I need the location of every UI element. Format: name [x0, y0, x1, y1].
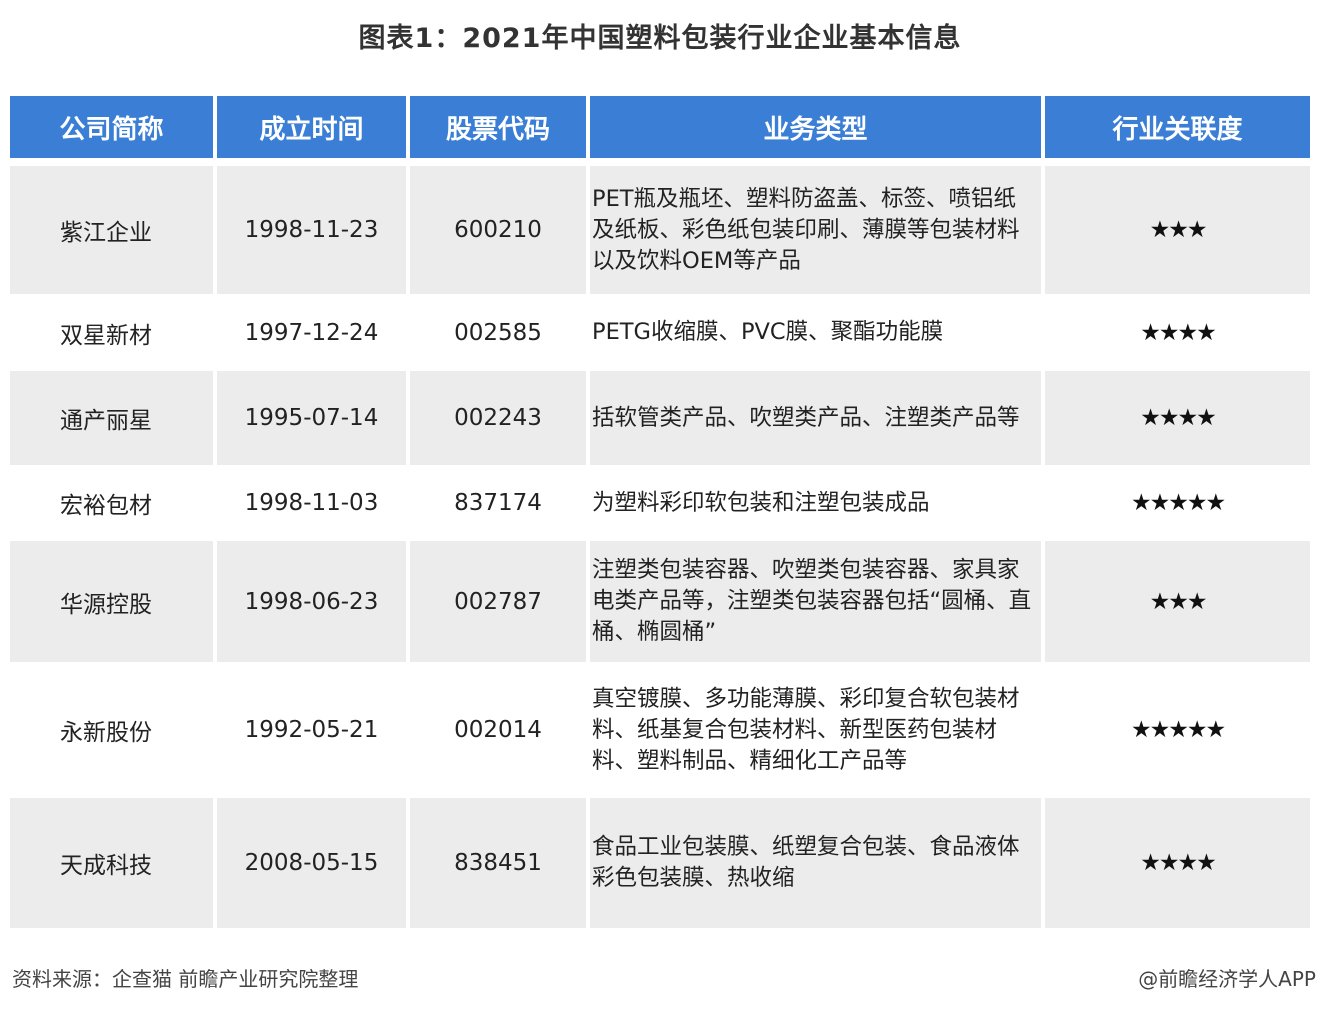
business-type-cell: 食品工业包装膜、纸塑复合包装、食品液体彩色包装膜、热收缩 — [590, 798, 1041, 928]
star-icon: ★ — [1140, 850, 1161, 876]
star-icon: ★ — [1168, 717, 1189, 743]
relevance-rating: ★ ★ ★ ★ — [1045, 371, 1310, 465]
column-header-stock-code: 股票代码 — [410, 96, 586, 158]
star-icon: ★ — [1205, 490, 1226, 516]
star-icon: ★ — [1168, 588, 1189, 615]
star-icon: ★ — [1196, 405, 1217, 431]
relevance-rating: ★ ★ ★ ★ ★ — [1045, 665, 1310, 795]
relevance-rating: ★ ★ ★ ★ — [1045, 297, 1310, 368]
star-icon: ★ — [1186, 588, 1208, 615]
column-header-business: 业务类型 — [590, 96, 1041, 158]
star-icon: ★ — [1149, 490, 1171, 516]
star-icon: ★ — [1186, 717, 1208, 743]
source-note: 资料来源：企查猫 前瞻产业研究院整理 — [12, 967, 359, 991]
relevance-rating: ★ ★ ★ ★ — [1045, 798, 1310, 928]
founded-date-cell: 1995-07-14 — [217, 371, 406, 465]
business-type-cell: 为塑料彩印软包装和注塑包装成品 — [592, 489, 930, 516]
table-row: 宏裕包材 1998-11-03 837174 为塑料彩印软包装和注塑包装成品 ★ ★ ★ ★ ★ — [10, 468, 1310, 538]
table-header-row: 公司简称 成立时间 股票代码 业务类型 行业关联度 — [10, 96, 1310, 158]
stock-code-cell: 600210 — [410, 166, 586, 294]
star-icon: ★ — [1140, 405, 1161, 431]
business-type-cell: 真空镀膜、多功能薄膜、彩印复合软包装材料、纸基复合包装材料、新型医药包装材料、塑… — [592, 685, 1020, 774]
table-row: 双星新材 1997-12-24 002585 PETG收缩膜、PVC膜、聚酯功能膜 ★ ★… — [10, 297, 1310, 368]
star-icon: ★ — [1196, 319, 1217, 346]
star-icon: ★ — [1149, 217, 1171, 243]
stock-code-cell: 002787 — [410, 541, 586, 662]
table-row: 天成科技 2008-05-15 838451 食品工业包装膜、纸塑复合包装、食品液体彩… — [10, 798, 1310, 928]
star-icon: ★ — [1158, 850, 1180, 876]
stock-code-cell: 837174 — [454, 490, 542, 516]
table-row: 永新股份 1992-05-21 002014 真空镀膜、多功能薄膜、彩印复合软包装材料… — [10, 665, 1310, 795]
star-icon: ★ — [1186, 490, 1208, 516]
business-type-cell: 括软管类产品、吹塑类产品、注塑类产品等 — [590, 371, 1041, 465]
table-row: 通产丽星 1995-07-14 002243 括软管类产品、吹塑类产品、注塑类产品等 ★… — [10, 371, 1310, 465]
founded-date-cell: 1997-12-24 — [244, 319, 379, 346]
table-body: 紫江企业 1998-11-23 600210 PET瓶及瓶坯、塑料防盗盖、标签、喷铝纸… — [10, 166, 1310, 928]
company-name-cell: 紫江企业 — [10, 166, 213, 294]
company-name-cell: 天成科技 — [10, 798, 213, 928]
stock-code-cell: 002585 — [454, 319, 542, 346]
business-type-cell: PETG收缩膜、PVC膜、聚酯功能膜 — [592, 319, 944, 345]
stock-code-cell: 002243 — [410, 371, 586, 465]
relevance-rating: ★ ★ ★ — [1045, 166, 1310, 294]
table-row: 华源控股 1998-06-23 002787 注塑类包装容器、吹塑类包装容器、家具家电… — [10, 541, 1310, 662]
founded-date-cell: 1998-11-23 — [217, 166, 406, 294]
relevance-rating: ★ ★ ★ ★ ★ — [1045, 468, 1310, 538]
company-name-cell: 宏裕包材 — [60, 493, 152, 519]
column-header-founded: 成立时间 — [217, 96, 406, 158]
star-icon: ★ — [1130, 490, 1152, 516]
stock-code-cell: 002014 — [454, 717, 542, 743]
business-type-cell: 注塑类包装容器、吹塑类包装容器、家具家电类产品等，注塑类包装容器包括“圆桶、直桶… — [590, 541, 1041, 662]
star-icon: ★ — [1140, 319, 1161, 346]
table-row: 紫江企业 1998-11-23 600210 PET瓶及瓶坯、塑料防盗盖、标签、喷铝纸… — [10, 166, 1310, 294]
stock-code-cell: 838451 — [410, 798, 586, 928]
company-name-cell: 双星新材 — [60, 322, 152, 349]
star-icon: ★ — [1186, 217, 1208, 243]
star-icon: ★ — [1149, 588, 1171, 615]
founded-date-cell: 1992-05-21 — [244, 717, 379, 743]
company-name-cell: 永新股份 — [60, 720, 152, 746]
star-icon: ★ — [1130, 717, 1152, 743]
credit-note: @前瞻经济学人APP — [1138, 967, 1316, 991]
star-icon: ★ — [1177, 405, 1199, 431]
star-icon: ★ — [1196, 850, 1217, 876]
star-icon: ★ — [1205, 717, 1226, 743]
company-name-cell: 华源控股 — [10, 541, 213, 662]
star-icon: ★ — [1149, 717, 1171, 743]
founded-date-cell: 1998-06-23 — [217, 541, 406, 662]
column-header-relevance: 行业关联度 — [1045, 96, 1310, 158]
business-type-cell: PET瓶及瓶坯、塑料防盗盖、标签、喷铝纸及纸板、彩色纸包装印刷、薄膜等包装材料以… — [590, 166, 1041, 294]
column-header-company: 公司简称 — [10, 96, 213, 158]
star-icon: ★ — [1177, 319, 1199, 346]
table-title: 图表1：2021年中国塑料包装行业企业基本信息 — [358, 23, 962, 54]
company-info-table: 公司简称 成立时间 股票代码 业务类型 行业关联度 紫江企业 1998-11-23… — [10, 96, 1310, 931]
founded-date-cell: 1998-11-03 — [244, 490, 379, 516]
star-icon: ★ — [1177, 850, 1199, 876]
company-name-cell: 通产丽星 — [10, 371, 213, 465]
relevance-rating: ★ ★ ★ — [1045, 541, 1310, 662]
star-icon: ★ — [1168, 217, 1189, 243]
star-icon: ★ — [1158, 405, 1180, 431]
star-icon: ★ — [1158, 319, 1180, 346]
star-icon: ★ — [1168, 490, 1189, 516]
founded-date-cell: 2008-05-15 — [217, 798, 406, 928]
